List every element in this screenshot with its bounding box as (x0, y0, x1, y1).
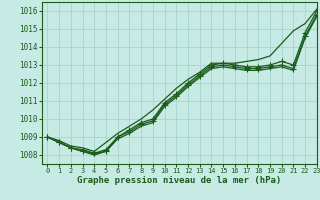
X-axis label: Graphe pression niveau de la mer (hPa): Graphe pression niveau de la mer (hPa) (77, 176, 281, 185)
